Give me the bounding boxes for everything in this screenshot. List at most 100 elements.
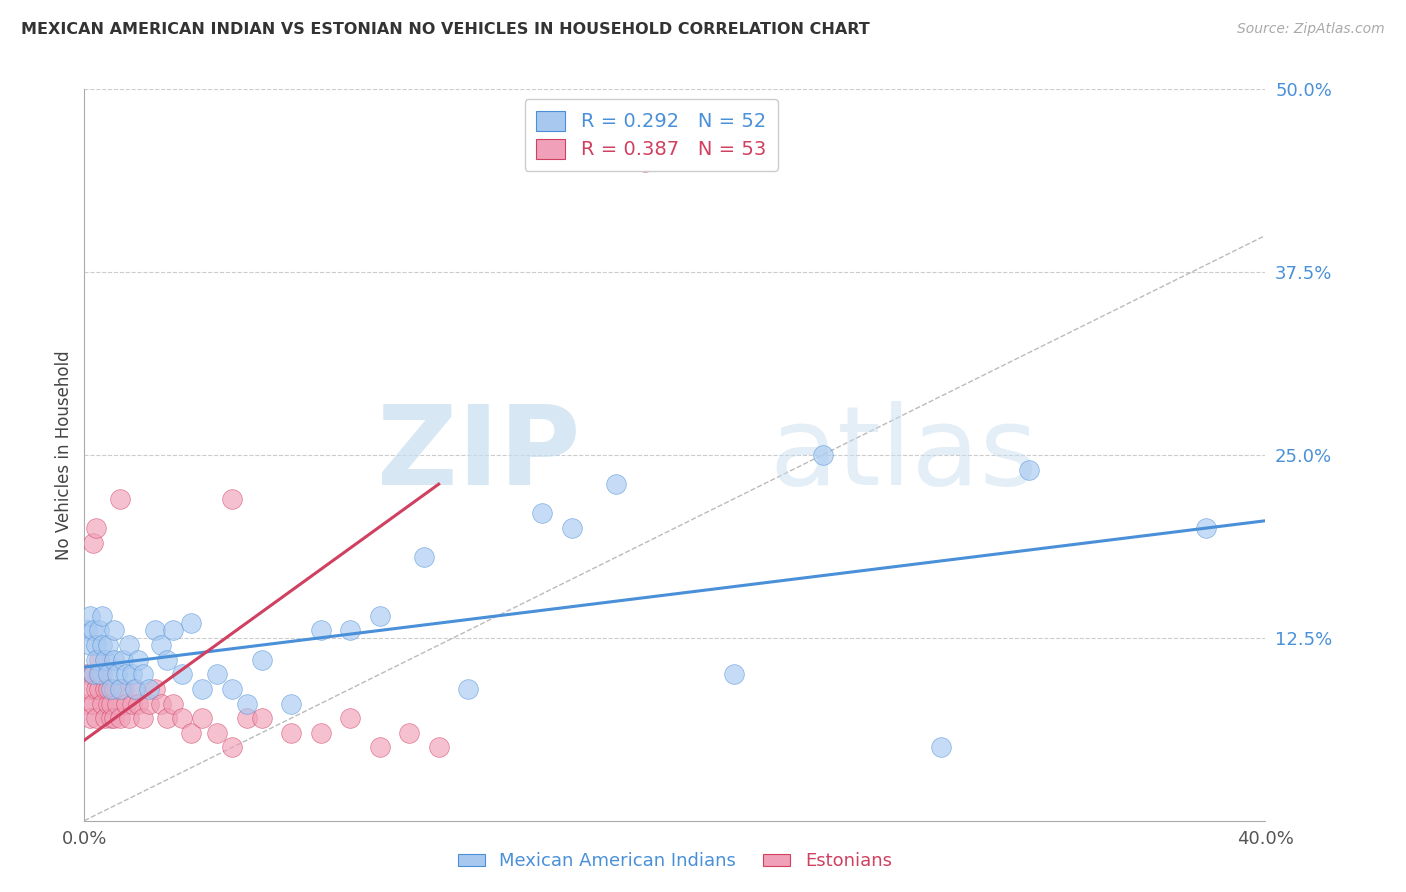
Point [127,653,149,667]
Point [100,711,122,725]
Point [111,681,134,696]
Point [180,616,202,631]
Point [79,681,101,696]
Point [103,653,125,667]
Point [156,653,179,667]
Point [84,681,107,696]
Point [105,697,128,711]
Point [103,681,125,696]
Point [87,681,111,696]
Point [280,697,302,711]
Point [560,521,583,535]
Point [76,667,98,681]
Point [180,726,202,740]
Point [82,624,104,638]
Point [82,667,104,681]
Point [368,740,391,755]
Point [143,624,166,638]
Point [413,550,436,565]
Point [118,638,141,652]
Point [84,521,107,535]
Point [132,667,155,681]
Y-axis label: No Vehicles in Household: No Vehicles in Household [55,350,73,560]
Point [398,726,420,740]
Point [84,638,107,652]
Point [162,624,184,638]
Point [221,740,243,755]
Point [76,624,98,638]
Point [97,681,120,696]
Point [221,491,243,506]
Point [605,477,627,491]
Point [1018,462,1040,476]
Point [121,667,143,681]
Point [118,711,141,725]
Point [108,491,131,506]
Point [162,697,184,711]
Point [94,711,117,725]
Point [105,667,128,681]
Point [100,681,122,696]
Point [114,667,136,681]
Point [205,667,228,681]
Point [108,711,131,725]
Point [91,608,114,623]
Point [91,638,114,652]
Point [191,681,214,696]
Point [97,638,120,652]
Point [87,624,111,638]
Point [87,667,111,681]
Point [82,697,104,711]
Point [368,608,391,623]
Point [82,667,104,681]
Point [235,711,259,725]
Point [132,711,155,725]
Point [94,653,117,667]
Point [280,726,302,740]
Legend: Mexican American Indians, Estonians: Mexican American Indians, Estonians [451,845,898,878]
Point [111,653,134,667]
Text: Source: ZipAtlas.com: Source: ZipAtlas.com [1237,22,1385,37]
Point [723,667,745,681]
Point [84,653,107,667]
Point [205,726,228,740]
Point [170,667,193,681]
Point [339,711,361,725]
Point [138,681,160,696]
Point [121,697,143,711]
Point [103,624,125,638]
Point [191,711,214,725]
Text: ZIP: ZIP [377,401,581,508]
Point [79,711,101,725]
Point [76,697,98,711]
Point [79,608,101,623]
Point [250,653,273,667]
Point [127,697,149,711]
Point [339,624,361,638]
Point [150,638,173,652]
Text: atlas: atlas [769,401,1038,508]
Point [124,681,146,696]
Point [87,653,111,667]
Point [811,448,834,462]
Point [97,667,120,681]
Point [634,155,657,169]
Point [235,697,259,711]
Point [929,740,952,755]
Point [124,681,146,696]
Point [156,711,179,725]
Point [221,681,243,696]
Point [103,711,125,725]
Point [309,726,332,740]
Point [309,624,332,638]
Point [97,697,120,711]
Point [91,667,114,681]
Point [530,507,553,521]
Point [250,711,273,725]
Point [114,697,136,711]
Point [150,697,173,711]
Point [82,535,104,549]
Point [79,638,101,652]
Point [1195,521,1218,535]
Point [427,740,450,755]
